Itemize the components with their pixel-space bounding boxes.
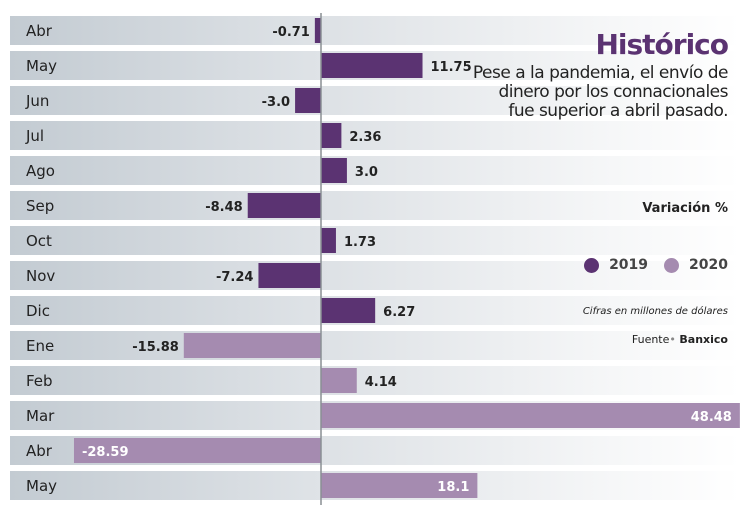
row-band-left xyxy=(10,226,321,255)
legend-swatch-2019 xyxy=(584,257,600,273)
row-band-left xyxy=(10,471,321,500)
category-label: Jun xyxy=(25,92,49,110)
row-band-left xyxy=(10,156,321,185)
category-label: Sep xyxy=(26,197,54,215)
row-band-left xyxy=(10,401,321,430)
data-label: -15.88 xyxy=(132,340,179,355)
data-label: 1.73 xyxy=(344,235,376,250)
row-band-right xyxy=(321,86,740,115)
legend-swatch-2020 xyxy=(664,257,680,273)
row-band-left xyxy=(10,16,321,45)
bar-row: Ago 3.0 xyxy=(10,156,740,185)
category-label: Abr xyxy=(26,442,53,460)
bar-row: May 18.1 xyxy=(10,471,740,500)
bar xyxy=(314,18,321,43)
chart-subtitle: Pese a la pandemia, el envío de dinero p… xyxy=(472,63,729,121)
category-label: Ago xyxy=(26,162,55,180)
bar-row: Jul 2.36 xyxy=(10,121,740,150)
data-label: 2.36 xyxy=(349,130,381,145)
bar-row: Abr -28.59 xyxy=(10,436,740,465)
category-label: Dic xyxy=(26,302,50,320)
bar xyxy=(321,228,336,253)
data-label: -8.48 xyxy=(205,200,242,215)
data-label: -7.24 xyxy=(216,270,253,285)
bar-row: Nov -7.24 xyxy=(10,261,740,290)
data-label: 48.48 xyxy=(691,410,732,425)
bar-row: Feb 4.14 xyxy=(10,366,740,395)
row-band-right xyxy=(321,191,740,220)
row-band-left xyxy=(10,296,321,325)
bar xyxy=(321,123,342,148)
legend-label: 2019 xyxy=(609,257,649,273)
row-band-left xyxy=(10,366,321,395)
bar xyxy=(321,368,357,393)
row-band-left xyxy=(10,86,321,115)
data-label: 18.1 xyxy=(437,480,469,495)
data-label: -28.59 xyxy=(82,445,129,460)
bar xyxy=(321,403,740,428)
row-band-right xyxy=(321,121,740,150)
row-band-right xyxy=(321,226,740,255)
category-label: Jul xyxy=(25,127,44,145)
bar xyxy=(73,438,322,463)
category-label: Ene xyxy=(26,337,54,355)
category-label: May xyxy=(26,477,57,495)
legend-item-2019: 2019 xyxy=(584,257,648,273)
row-band-left xyxy=(10,121,321,150)
bar-row: Dic 6.27 xyxy=(10,296,740,325)
row-band-left xyxy=(10,51,321,80)
bar-row: Abr -0.71 xyxy=(10,16,740,45)
bar-row: Mar 48.48 xyxy=(10,401,740,430)
bar xyxy=(321,158,347,183)
bar xyxy=(295,88,321,113)
bar-row: Jun -3.0 xyxy=(10,86,740,115)
data-label: -0.71 xyxy=(272,25,309,40)
bar xyxy=(321,298,376,323)
row-band-right xyxy=(321,331,740,360)
value-label: Variación % xyxy=(642,201,728,216)
bar xyxy=(183,333,321,358)
category-label: May xyxy=(26,57,57,75)
bar xyxy=(321,473,478,498)
units-note: Cifras en millones de dólares xyxy=(582,306,728,317)
data-label: 11.75 xyxy=(431,60,472,75)
data-label: 4.14 xyxy=(365,375,397,390)
bar-row: Oct 1.73 xyxy=(10,226,740,255)
category-label: Feb xyxy=(26,372,53,390)
category-label: Abr xyxy=(26,22,53,40)
source-label: Fuente xyxy=(631,333,670,346)
data-label: 6.27 xyxy=(383,305,415,320)
legend-item-2020: 2020 xyxy=(664,257,728,273)
category-label: Nov xyxy=(26,267,55,285)
category-label: Mar xyxy=(26,407,55,425)
bar-row: Sep -8.48 xyxy=(10,191,740,220)
source-name: Banxico xyxy=(679,333,728,346)
legend-label: 2020 xyxy=(689,257,728,273)
category-label: Oct xyxy=(26,232,52,250)
row-band-right xyxy=(321,366,740,395)
bar-row: Ene -15.88 xyxy=(10,331,740,360)
legend: 2019 2020 xyxy=(584,257,728,273)
row-band-right xyxy=(321,16,740,45)
bar xyxy=(247,193,321,218)
row-band-right xyxy=(321,436,740,465)
chart-title: Histórico xyxy=(595,28,729,61)
bar xyxy=(321,53,423,78)
source: Fuente• Banxico xyxy=(631,333,728,346)
row-band-right xyxy=(321,296,740,325)
bar xyxy=(258,263,321,288)
bar-row: May 11.75 xyxy=(10,51,740,80)
data-label: 3.0 xyxy=(355,165,378,180)
data-label: -3.0 xyxy=(262,95,290,110)
row-band-right xyxy=(321,156,740,185)
